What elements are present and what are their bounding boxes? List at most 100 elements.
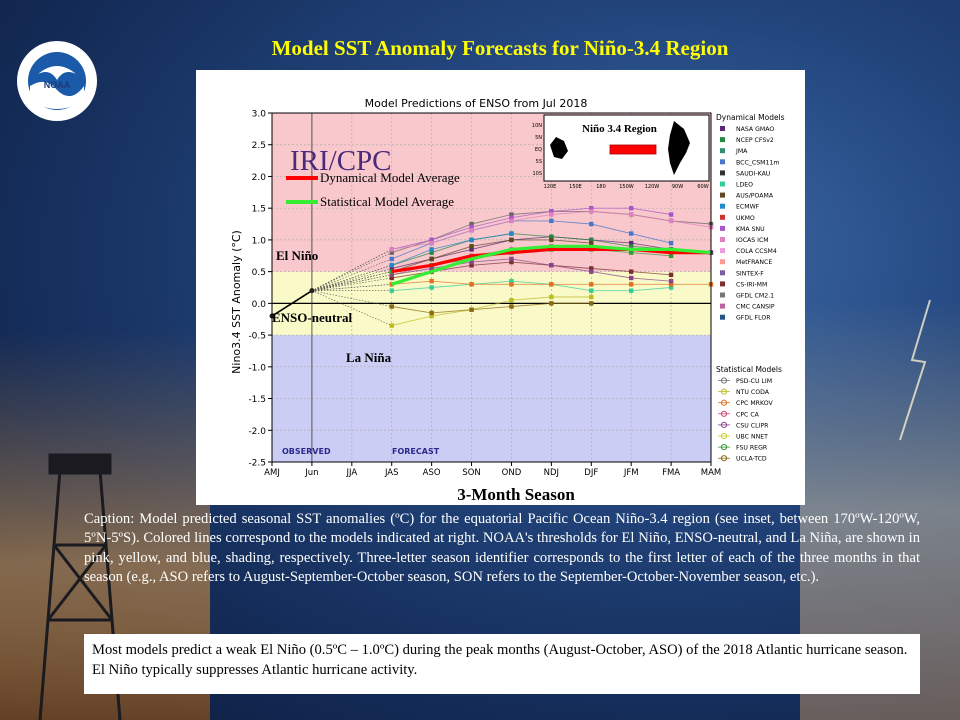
y-tick-label: 1.5 bbox=[252, 205, 266, 215]
series-line bbox=[391, 207, 672, 250]
series-point bbox=[509, 237, 514, 243]
legend-model-label: AUS/POAMA bbox=[736, 193, 774, 200]
x-tick-label: MAM bbox=[701, 468, 721, 478]
legend-swatch bbox=[720, 270, 725, 276]
inset-lon-label: 150E bbox=[569, 184, 582, 190]
series-point bbox=[429, 285, 434, 290]
legend-model-label: UBC NNET bbox=[736, 434, 768, 441]
x-tick-label: JFM bbox=[623, 468, 639, 478]
average-line bbox=[391, 247, 711, 274]
series-point bbox=[509, 215, 514, 220]
y-tick-label: 2.0 bbox=[252, 173, 267, 183]
series-point bbox=[589, 294, 594, 300]
nino34-box bbox=[609, 144, 657, 155]
series-point bbox=[628, 244, 634, 249]
series-point bbox=[668, 272, 674, 278]
x-tick-label: JJA bbox=[345, 468, 357, 478]
series-point bbox=[389, 263, 394, 268]
y-tick-label: -1.5 bbox=[248, 395, 266, 405]
legend-model-label: CSU CLIPR bbox=[736, 422, 769, 429]
noaa-logo: NOAA bbox=[17, 41, 97, 121]
series-point bbox=[668, 285, 674, 290]
legend-swatch bbox=[720, 281, 725, 287]
series-point bbox=[429, 278, 434, 284]
series-point bbox=[469, 244, 474, 249]
series-point bbox=[668, 240, 674, 246]
series-point bbox=[628, 269, 634, 274]
y-axis-label: Nino3.4 SST Anomaly (°C) bbox=[230, 230, 243, 374]
model-series bbox=[269, 205, 714, 328]
noaa-logo-text: NOAA bbox=[44, 80, 71, 90]
x-tick-label: SON bbox=[462, 468, 480, 478]
series-point bbox=[389, 275, 394, 281]
series-point bbox=[389, 247, 394, 252]
series-point bbox=[589, 288, 594, 293]
series-point bbox=[469, 237, 474, 243]
series-point bbox=[589, 221, 594, 227]
initial-fan-line bbox=[311, 268, 392, 291]
legend-swatch bbox=[720, 126, 725, 131]
inset-lat-label: 10S bbox=[532, 171, 542, 177]
series-point bbox=[628, 282, 634, 287]
average-line bbox=[391, 244, 712, 286]
inset-title: Niño 3.4 Region bbox=[582, 123, 657, 135]
series-point bbox=[549, 209, 554, 214]
legend-swatch bbox=[720, 303, 725, 309]
y-tick-label: 3.0 bbox=[252, 110, 267, 120]
legend-model-label: GFDL FLOR bbox=[736, 315, 771, 322]
y-tick-label: -1.0 bbox=[248, 363, 266, 373]
initial-fan-line bbox=[311, 277, 392, 291]
series-point bbox=[589, 205, 594, 211]
axes: -2.5 -2.0 -1.5 -1.0 -0.5 0.0 0.5 1.0 1.5 2.0 2.5 3.… bbox=[248, 110, 721, 479]
legend-model-label: GFDL CM2.1 bbox=[736, 293, 774, 300]
series-point bbox=[549, 218, 554, 224]
series-point bbox=[509, 231, 514, 236]
series-point bbox=[549, 282, 554, 287]
legend-swatch bbox=[720, 314, 725, 320]
legend-model-label: CMC CANSIP bbox=[736, 304, 775, 311]
legend-swatch bbox=[720, 148, 725, 154]
legend-swatch bbox=[720, 248, 725, 254]
series-point bbox=[509, 278, 514, 284]
series-point bbox=[389, 266, 394, 271]
legend-swatch bbox=[720, 192, 725, 198]
series-point bbox=[429, 250, 434, 255]
slide-title: Model SST Anomaly Forecasts for Niño-3.4… bbox=[271, 36, 729, 60]
series-point bbox=[549, 237, 554, 243]
series-point bbox=[628, 231, 634, 236]
legend-model-label: NTU CODA bbox=[736, 389, 770, 396]
legend-dynamical-title: Dynamical Models bbox=[716, 113, 785, 122]
legend-model-label: NASA GMAO bbox=[736, 126, 774, 133]
observed-line bbox=[271, 289, 313, 317]
observed-point bbox=[309, 288, 315, 294]
initial-fan-line bbox=[311, 290, 392, 326]
tower-silhouette bbox=[38, 453, 122, 720]
series-point bbox=[469, 228, 474, 233]
series-point bbox=[509, 297, 514, 303]
el-nino-label: El Niño bbox=[276, 248, 318, 263]
series-point bbox=[549, 212, 554, 217]
inset-lat-label: EQ bbox=[535, 147, 542, 153]
plot-frame bbox=[271, 112, 712, 463]
inset-lon-label: 150W bbox=[619, 184, 634, 190]
summary-note: Most models predict a weak El Niño (0.5º… bbox=[84, 634, 920, 694]
series-point bbox=[469, 282, 474, 287]
y-tick-label: -2.0 bbox=[248, 427, 266, 437]
series-point bbox=[429, 266, 434, 271]
series-point bbox=[549, 234, 554, 239]
series-point bbox=[469, 259, 474, 265]
series-point bbox=[429, 256, 434, 262]
series-line bbox=[391, 302, 592, 314]
series-point bbox=[668, 218, 674, 224]
y-tick-label: -0.5 bbox=[248, 332, 266, 342]
la-nina-label: La Niña bbox=[346, 350, 392, 365]
x-axis-label: 3-Month Season bbox=[457, 485, 575, 504]
series-point bbox=[469, 221, 474, 227]
series-point bbox=[429, 240, 434, 246]
legend-model-label: NCEP CFSv2 bbox=[736, 137, 774, 144]
series-point bbox=[549, 294, 554, 300]
x-tick-label: JAS bbox=[384, 468, 399, 478]
series-point bbox=[589, 282, 594, 287]
series-point bbox=[628, 212, 634, 217]
enso-chart: -2.5 -2.0 -1.5 -1.0 -0.5 0.0 0.5 1.0 1.5 2.0 2.5 3.… bbox=[230, 97, 785, 504]
